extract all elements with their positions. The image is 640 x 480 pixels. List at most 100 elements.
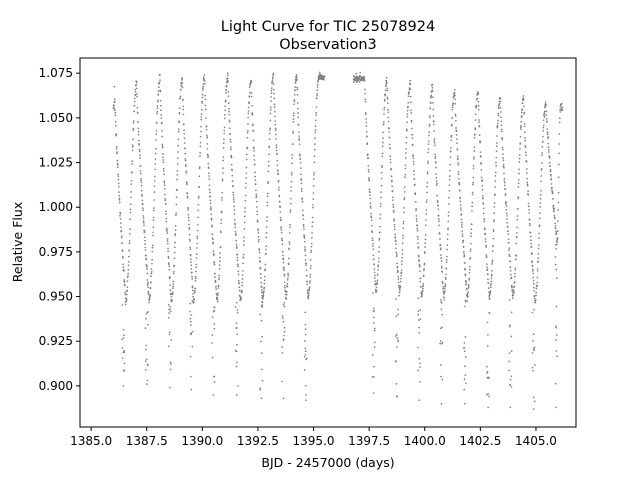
data-point [157,90,160,92]
data-point [440,260,443,262]
data-point [543,112,546,114]
data-point [392,196,394,199]
data-point [239,299,242,302]
data-point [448,175,451,177]
data-point [282,254,284,257]
data-point [189,302,192,305]
data-point [286,291,288,293]
data-point [488,395,491,398]
data-point [263,279,266,282]
data-point [145,358,148,361]
data-point [399,277,402,280]
data-point [365,121,368,124]
data-point [384,89,387,91]
data-point [263,286,266,289]
data-point [375,289,378,292]
data-point [297,131,300,133]
data-point [297,107,299,110]
data-point [224,113,226,116]
data-point [283,305,286,308]
data-point [151,262,153,265]
data-point [147,286,149,289]
data-point [419,277,422,280]
data-point [536,269,539,272]
data-point [397,340,399,343]
data-point [545,110,548,113]
data-point [451,117,454,119]
data-point [256,213,259,216]
data-point [473,156,475,158]
data-point [176,157,179,159]
data-point [433,140,436,142]
data-point [136,112,139,114]
data-point [439,243,442,246]
data-point [303,355,306,358]
data-point [471,210,473,212]
data-point [193,301,195,303]
data-point [387,111,390,114]
data-point [520,124,522,127]
data-point [444,285,446,288]
data-point [237,279,240,282]
chart-subtitle: Observation3 [279,37,377,53]
data-point [122,263,125,266]
data-point [438,233,441,235]
data-point [534,364,536,366]
data-point [264,268,267,270]
data-point [319,73,322,76]
data-point [553,214,556,217]
data-point [147,364,149,367]
data-point [493,212,496,215]
data-point [506,226,509,228]
data-point [483,218,486,221]
data-point [484,233,487,235]
data-point [477,92,480,95]
data-point [395,333,398,336]
data-point [407,101,410,104]
data-point [301,200,304,203]
data-point [213,261,216,264]
data-point [224,100,227,103]
data-point [417,369,420,372]
data-point [138,154,141,157]
data-point [555,277,558,280]
x-tick-label: 1387.5 [126,434,168,448]
data-point [173,257,176,260]
data-point [198,167,201,170]
data-point [528,212,531,214]
data-point [195,263,198,266]
data-point [202,85,205,88]
data-point [251,124,254,127]
data-point [253,150,255,152]
data-point [376,274,379,276]
data-point [440,257,443,260]
data-point [391,199,394,201]
data-point [444,284,447,287]
data-point [191,300,194,303]
data-point [549,165,552,167]
data-point [367,165,370,167]
data-point [163,180,166,182]
data-point [260,397,263,400]
data-point [246,146,249,149]
data-point [556,237,559,240]
data-point [373,365,375,368]
data-point [282,339,285,342]
data-point [305,262,307,265]
data-point [132,120,135,122]
data-point [293,103,295,106]
data-point [263,275,266,278]
data-point [262,297,264,300]
data-point [273,92,275,95]
data-point [455,119,457,122]
data-point [511,286,513,289]
data-point [229,146,232,149]
data-point [133,110,136,113]
data-point [300,182,303,185]
data-point [133,104,136,107]
data-point [377,265,380,268]
data-point [129,203,132,206]
data-point [291,143,294,145]
x-tick-label: 1395.0 [293,434,335,448]
data-point [494,193,496,196]
